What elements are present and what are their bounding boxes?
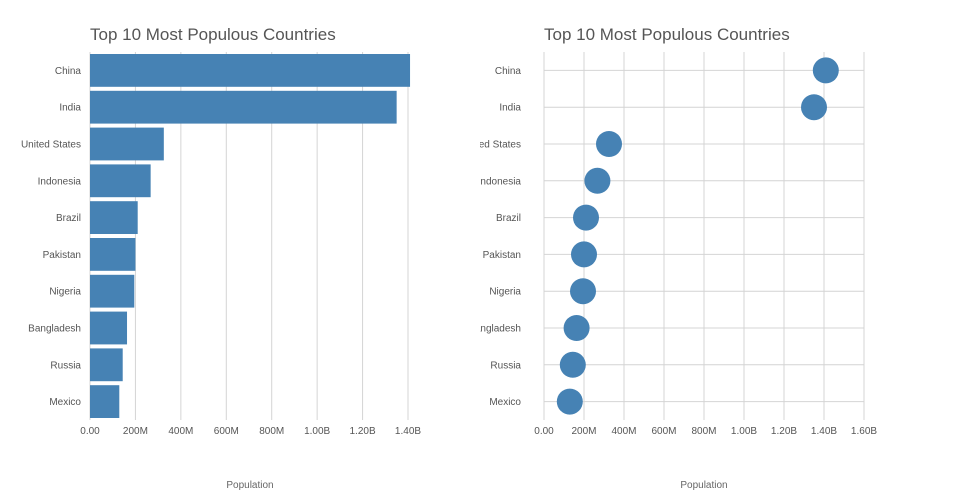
- dot-x-tick-label: 1.60B: [851, 426, 877, 437]
- bar-brazil: [90, 201, 138, 234]
- bar-category-label: Indonesia: [38, 176, 82, 187]
- bar-category-label: Nigeria: [49, 287, 81, 298]
- dot-pakistan: [571, 241, 597, 268]
- bar-china: [90, 54, 411, 87]
- dot-x-tick-label: 200M: [571, 426, 596, 437]
- dot-marks: [556, 57, 839, 415]
- dot-nigeria: [570, 278, 596, 305]
- bar-pakistan: [90, 238, 136, 271]
- bar-x-tick-label: 1.00B: [304, 426, 330, 437]
- bar-x-tick-label: 800M: [259, 426, 284, 437]
- dot-category-label: India: [499, 103, 521, 114]
- dot-category-labels: China India United States Indonesia Brazil Pa…: [480, 66, 521, 408]
- bar-x-tick-label: 200M: [123, 426, 148, 437]
- bar-category-label: United States: [21, 140, 81, 151]
- bar-category-label: India: [59, 103, 81, 114]
- bar-indonesia: [90, 164, 151, 198]
- bar-nigeria: [90, 274, 135, 308]
- dot-tick-labels: 0.00 200M 400M 600M 800M 1.00B 1.20B 1.40B 1.60B: [534, 426, 877, 437]
- bar-category-label: Brazil: [56, 213, 81, 224]
- bar-tick-labels: 0.00 200M 400M 600M 800M 1.00B 1.20B 1.40B: [80, 426, 421, 437]
- dot-x-tick-label: 600M: [651, 426, 676, 437]
- dot-x-tick-label: 1.40B: [811, 426, 837, 437]
- dot-category-label: Nigeria: [489, 287, 521, 298]
- bar-bangladesh: [90, 311, 128, 345]
- dot-category-label: Bangladesh: [480, 324, 521, 335]
- bar-category-label: Russia: [50, 360, 81, 371]
- bar-russia: [90, 348, 123, 382]
- bar-x-tick-label: 400M: [168, 426, 193, 437]
- bar-x-tick-label: 1.20B: [350, 426, 376, 437]
- dot-category-label: Brazil: [496, 213, 521, 224]
- dot-x-tick-label: 1.20B: [771, 426, 797, 437]
- bar-mexico: [90, 385, 120, 418]
- bar-category-label: Bangladesh: [28, 324, 81, 335]
- bar-marks: [90, 54, 411, 418]
- bar-x-tick-label: 1.40B: [395, 426, 421, 437]
- dot-mexico: [556, 388, 583, 415]
- bar-chart: China India United States Indonesia Brazil Pa…: [21, 25, 421, 491]
- bar-x-tick-label: 600M: [214, 426, 239, 437]
- dot-category-label: United States: [480, 140, 521, 151]
- dot-x-axis-label: Population: [680, 480, 727, 491]
- dot-indonesia: [584, 167, 611, 194]
- dot-category-label: Russia: [490, 360, 521, 371]
- dot-united-states: [596, 131, 622, 157]
- dot-category-label: Indonesia: [480, 176, 521, 187]
- dot-brazil: [573, 204, 599, 231]
- dot-x-tick-label: 1.00B: [731, 426, 757, 437]
- dot-category-label: China: [495, 66, 522, 77]
- bar-category-label: Mexico: [49, 397, 81, 408]
- dot-x-tick-label: 400M: [611, 426, 636, 437]
- dot-category-label: Mexico: [489, 397, 521, 408]
- dot-x-tick-label: 0.00: [534, 426, 554, 437]
- dot-x-tick-label: 800M: [691, 426, 716, 437]
- bar-india: [90, 90, 397, 124]
- bar-united-states: [90, 127, 164, 161]
- dot-chart-title: Top 10 Most Populous Countries: [544, 25, 790, 44]
- dot-bangladesh: [563, 315, 590, 341]
- bar-category-labels: China India United States Indonesia Brazil Pa…: [21, 66, 81, 408]
- dot-chart: China India United States Indonesia Brazil Pa…: [480, 25, 877, 491]
- bar-x-tick-label: 0.00: [80, 426, 100, 437]
- dot-india: [801, 94, 827, 121]
- dot-russia: [559, 351, 586, 378]
- bar-category-label: Pakistan: [43, 250, 81, 261]
- bar-chart-title: Top 10 Most Populous Countries: [90, 25, 336, 44]
- bar-category-label: China: [55, 66, 82, 77]
- dot-china: [812, 57, 839, 84]
- dot-gridlines: [543, 52, 865, 420]
- bar-x-axis-label: Population: [226, 480, 273, 491]
- dot-category-label: Pakistan: [483, 250, 521, 261]
